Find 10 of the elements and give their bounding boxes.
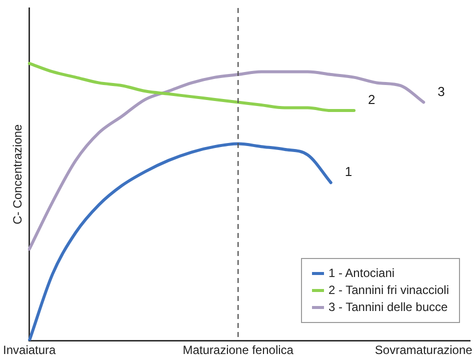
legend-label: 2 - Tannini fri vinaccioli — [328, 282, 449, 299]
x-tick-label: Maturazione fenolica — [182, 343, 294, 358]
x-tick-label: Sovramaturazione — [374, 343, 473, 358]
legend-label: 1 - Antociani — [328, 265, 395, 282]
x-tick-label: Invaiatura — [3, 343, 56, 358]
annotation: 2 — [368, 92, 376, 108]
annotation: 1 — [344, 164, 352, 180]
y-axis-title: C- Concentrazione — [10, 124, 24, 224]
legend-label: 3 - Tannini delle bucce — [328, 299, 448, 316]
annotation: 3 — [438, 84, 445, 99]
